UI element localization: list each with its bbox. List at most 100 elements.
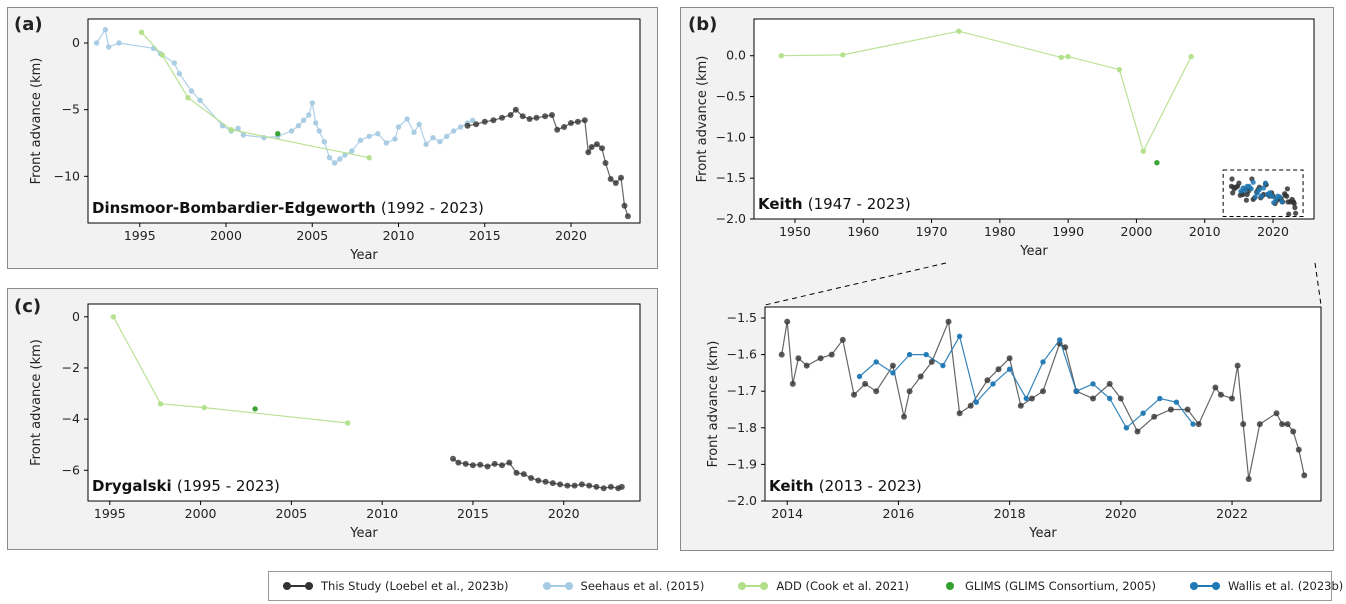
plot-area [753,18,1315,220]
inset-data-point [1293,210,1299,216]
data-point [593,483,600,490]
y-axis-label: Front advance (km) [29,339,44,466]
x-axis-label: Year [349,526,378,541]
data-point [490,117,497,124]
data-point [1279,421,1286,428]
data-point [345,420,351,426]
zoom-connector-right [1314,262,1322,306]
series-line [112,316,348,424]
inset-data-point [1252,194,1258,200]
data-point [1058,54,1065,61]
y-tick-label: −2 [62,360,80,375]
y-tick-label: −6 [62,462,80,477]
data-point [828,351,835,358]
data-point [984,377,991,384]
legend-swatch [738,581,769,591]
data-point [499,114,505,121]
data-point [188,88,195,94]
data-point [288,128,295,134]
inset-data-point [1284,193,1290,199]
data-point [1107,395,1113,402]
data-point [484,463,491,470]
data-point [1057,337,1063,343]
data-point [803,362,810,369]
x-tick-label: 1960 [847,224,879,239]
data-point [1229,395,1235,402]
data-point [862,380,869,387]
data-point [1212,384,1219,391]
data-point [1040,388,1046,395]
data-point [506,459,513,466]
data-point [528,475,535,481]
data-point [349,148,355,154]
data-point [593,141,600,148]
data-point [789,380,796,387]
data-point [581,117,588,124]
data-point [1188,53,1194,60]
legend-swatch [542,581,573,591]
panel-title: Keith (2013 - 2023) [769,477,922,495]
data-point [851,391,857,398]
y-tick-label: −4 [62,411,80,426]
data-point [1090,395,1096,402]
data-point [520,471,527,478]
data-point [300,117,307,124]
data-point [457,124,464,130]
data-point [240,132,246,138]
x-tick-label: 2016 [883,506,915,521]
legend-item-add: ADD (Cook et al. 2021) [738,579,909,593]
legend-label: Wallis et al. (2023b) [1228,579,1344,593]
data-point [945,318,952,325]
legend-item-glims: GLIMS (GLIMS Consortium, 2005) [943,579,1156,593]
inset-data-point [1248,186,1254,192]
x-tick-label: 2010 [366,506,398,521]
data-point [1062,344,1069,351]
x-tick-label: 2010 [383,228,415,243]
data-point [940,362,946,369]
data-point [1006,355,1013,362]
data-point [607,176,614,182]
data-point [586,482,593,489]
data-point [1151,413,1158,420]
data-point [778,351,785,358]
series-line [781,30,1192,153]
data-point [588,144,595,150]
data-point [561,124,568,130]
data-point [990,381,996,387]
data-point [1065,53,1071,60]
data-point [1116,66,1123,73]
zoom-connector-left [764,262,947,306]
inset-data-point [1269,193,1275,199]
data-point [321,139,327,145]
data-point [533,114,540,121]
inset-data-point [1229,176,1235,182]
y-tick-label: −1.5 [716,170,746,185]
data-point [1090,381,1096,387]
data-point [956,410,963,417]
x-tick-label: 2000 [210,228,242,243]
plot-area [87,303,641,502]
x-axis-label: Year [349,248,378,263]
x-tick-label: 2020 [555,228,587,243]
data-point [571,482,578,489]
data-point [138,29,145,35]
data-point [1023,395,1029,402]
y-tick-label: −1.5 [727,310,757,325]
data-point [383,140,390,146]
data-point [1234,362,1241,369]
panel-title: Drygalski (1995 - 2023) [92,477,280,495]
inset-data-point [1250,179,1256,185]
x-tick-label: 1970 [916,224,948,239]
data-point [451,128,457,134]
x-tick-label: 1995 [124,228,156,243]
data-point [455,459,462,466]
x-tick-label: 2005 [275,506,307,521]
data-point [469,462,476,469]
data-point [542,113,549,120]
panel-c-letter: (c) [14,296,42,317]
data-point [1157,395,1163,402]
data-point [1040,359,1046,365]
data-point [967,402,974,409]
data-point [411,129,417,135]
